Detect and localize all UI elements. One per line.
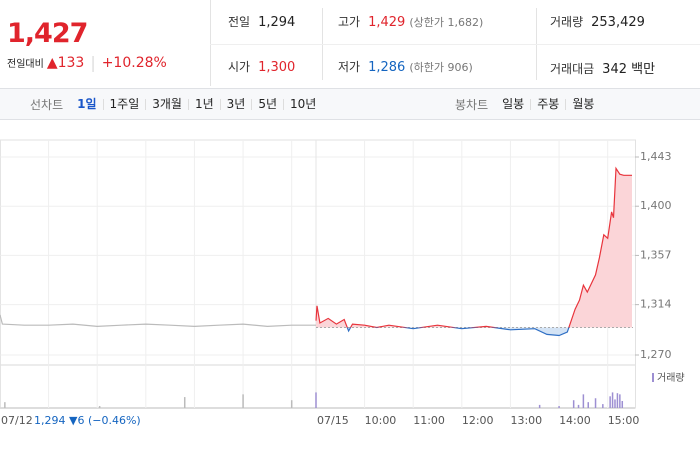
volume-bar [315, 392, 317, 408]
summary-value: 1,300 [258, 60, 296, 75]
period-tab[interactable]: 3년 [219, 98, 252, 110]
volume-bar [98, 406, 101, 408]
price-line [315, 166, 632, 337]
volume-bar [621, 400, 624, 408]
volume-bar [594, 398, 597, 408]
summary-item: 고가 1,429 (상한가 1,682) [338, 13, 483, 30]
summary-label: 거래량 [550, 15, 584, 29]
period-tab[interactable]: 1년 [187, 98, 220, 110]
change: ▲133 [46, 54, 85, 71]
summary-value: 1,429 [368, 15, 406, 30]
change-pct: (−0.46%) [87, 414, 141, 427]
group-label: 선차트 [30, 97, 64, 112]
volume-bar [619, 394, 621, 408]
volume-bar [538, 404, 541, 408]
volume-bar [290, 400, 293, 408]
y-tick-label: 1,400 [640, 199, 672, 212]
summary-value: 342 백만 [602, 62, 656, 77]
summary-item: 거래량 253,429 [550, 13, 645, 30]
y-tick-label: 1,314 [640, 298, 672, 311]
tab-bar: 선차트 1일 1주일 3개월 1년 3년 5년 10년 봉차트 일봉 주봉 월봉 [0, 88, 700, 120]
period-tab[interactable]: 3개월 [145, 98, 188, 110]
summary-item: 시가 1,300 [228, 58, 295, 75]
legend-swatch [652, 373, 654, 382]
summary-item: 거래대금 342 백만 [550, 58, 655, 77]
line-tabs: 선차트 1일 1주일 3개월 1년 3년 5년 10년 [30, 89, 322, 119]
legend-label: 거래량 [657, 372, 685, 384]
summary-label: 전일 [228, 15, 251, 29]
x-tick-label: 13:00 [510, 414, 542, 427]
volume-bar [183, 397, 186, 408]
plot-frame [0, 139, 636, 409]
summary-note: (상한가 1,682) [409, 16, 484, 29]
volume-bar [558, 406, 560, 408]
summary-label: 고가 [338, 15, 361, 29]
date-label: 07/15 [317, 414, 349, 427]
separator: | [90, 53, 96, 72]
volume-bar [616, 393, 619, 408]
group-label: 봉차트 [455, 97, 489, 112]
summary-item: 저가 1,286 (하한가 906) [338, 58, 473, 75]
change-pct: +10.28% [101, 54, 167, 71]
y-tick-label: 1,357 [640, 248, 672, 261]
candle-tab[interactable]: 일봉 [502, 96, 525, 111]
period-tab[interactable]: 10년 [283, 98, 322, 110]
price-line [0, 314, 316, 328]
volume-bar [609, 396, 611, 408]
price: 1,427 [7, 18, 88, 49]
change: ▼6 [69, 414, 85, 427]
summary-note: (하한가 906) [409, 61, 473, 74]
x-tick-label: 11:00 [413, 414, 445, 427]
summary-value: 1,286 [368, 60, 406, 75]
volume-bar [242, 394, 244, 408]
summary-label: 저가 [338, 60, 361, 74]
x-tick-label: 10:00 [365, 414, 397, 427]
period-tab[interactable]: 5년 [251, 98, 283, 110]
x-tick-label: 15:00 [608, 414, 640, 427]
volume-bar [572, 400, 575, 408]
volume-bar [4, 402, 6, 408]
summary-label: 시가 [228, 60, 251, 74]
divider [210, 44, 700, 45]
date-label: 07/12 [1, 414, 33, 427]
prev-close: 1,294 ▼6 (−0.46%) [34, 414, 141, 427]
y-tick-label: 1,270 [640, 348, 672, 361]
change-row: 전일대비 ▲133 | +10.28% [7, 53, 167, 72]
volume-bar [587, 402, 589, 408]
summary-item: 전일 1,294 [228, 13, 295, 30]
volume-bar [614, 399, 616, 408]
y-tick-label: 1,443 [640, 150, 672, 163]
x-tick-label: 14:00 [559, 414, 591, 427]
summary-label: 거래대금 [550, 62, 595, 76]
candle-tab[interactable]: 주봉 [530, 98, 565, 110]
price-area [316, 168, 632, 336]
volume-bar [577, 404, 580, 408]
divider [210, 0, 211, 86]
candle-tabs: 봉차트 일봉 주봉 월봉 [455, 89, 600, 119]
volume-bar [611, 392, 614, 408]
period-tab[interactable]: 1일 [77, 96, 97, 111]
summary-value: 253,429 [591, 15, 645, 30]
x-tick-label: 12:00 [462, 414, 494, 427]
period-tab[interactable]: 1주일 [102, 98, 146, 110]
close: 1,294 [34, 414, 66, 427]
volume-bar [582, 394, 585, 408]
change-label: 전일대비 [7, 59, 44, 70]
summary-value: 1,294 [258, 15, 296, 30]
candle-tab[interactable]: 월봉 [565, 98, 600, 110]
volume-bar [602, 404, 604, 408]
